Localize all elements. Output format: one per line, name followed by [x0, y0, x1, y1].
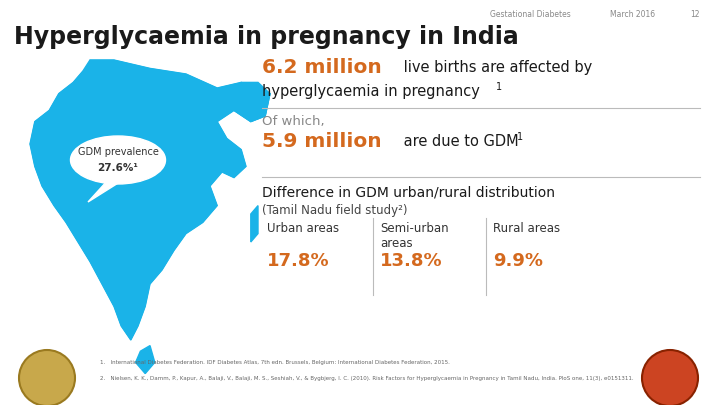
- Text: (Tamil Nadu field study²): (Tamil Nadu field study²): [262, 204, 408, 217]
- Polygon shape: [234, 82, 270, 122]
- Text: 27.6%¹: 27.6%¹: [98, 163, 138, 173]
- Circle shape: [19, 350, 75, 405]
- Text: Gestational Diabetes: Gestational Diabetes: [490, 10, 571, 19]
- Text: Difference in GDM urban/rural distribution: Difference in GDM urban/rural distributi…: [262, 185, 555, 199]
- Polygon shape: [135, 345, 155, 373]
- Polygon shape: [88, 180, 123, 202]
- Text: 5.9 million: 5.9 million: [262, 132, 382, 151]
- Text: hyperglycaemia in pregnancy: hyperglycaemia in pregnancy: [262, 84, 480, 99]
- Text: 9.9%: 9.9%: [493, 252, 543, 270]
- Text: Semi-urban
areas: Semi-urban areas: [380, 222, 449, 250]
- Text: 2.   Nielsen, K. K., Damm, P., Kapur, A., Balaji, V., Balaji, M. S., Seshiah, V.: 2. Nielsen, K. K., Damm, P., Kapur, A., …: [100, 376, 634, 381]
- Circle shape: [642, 350, 698, 405]
- Text: GDM prevalence: GDM prevalence: [78, 147, 158, 157]
- Text: Hyperglycaemia in pregnancy in India: Hyperglycaemia in pregnancy in India: [14, 25, 518, 49]
- Polygon shape: [251, 206, 258, 242]
- Text: 6.2 million: 6.2 million: [262, 58, 382, 77]
- Polygon shape: [30, 60, 270, 340]
- Text: March 2016: March 2016: [610, 10, 655, 19]
- Text: 13.8%: 13.8%: [380, 252, 443, 270]
- Text: live births are affected by: live births are affected by: [399, 60, 593, 75]
- Text: 17.8%: 17.8%: [267, 252, 330, 270]
- Text: Urban areas: Urban areas: [267, 222, 339, 235]
- Ellipse shape: [71, 136, 166, 184]
- Text: Rural areas: Rural areas: [493, 222, 560, 235]
- Text: are due to GDM: are due to GDM: [399, 134, 518, 149]
- Text: 12: 12: [690, 10, 700, 19]
- Text: Of which,: Of which,: [262, 115, 325, 128]
- Text: 1.   International Diabetes Federation. IDF Diabetes Atlas, 7th edn. Brussels, B: 1. International Diabetes Federation. ID…: [100, 360, 450, 365]
- Text: 1: 1: [496, 82, 502, 92]
- Text: 1: 1: [517, 132, 523, 142]
